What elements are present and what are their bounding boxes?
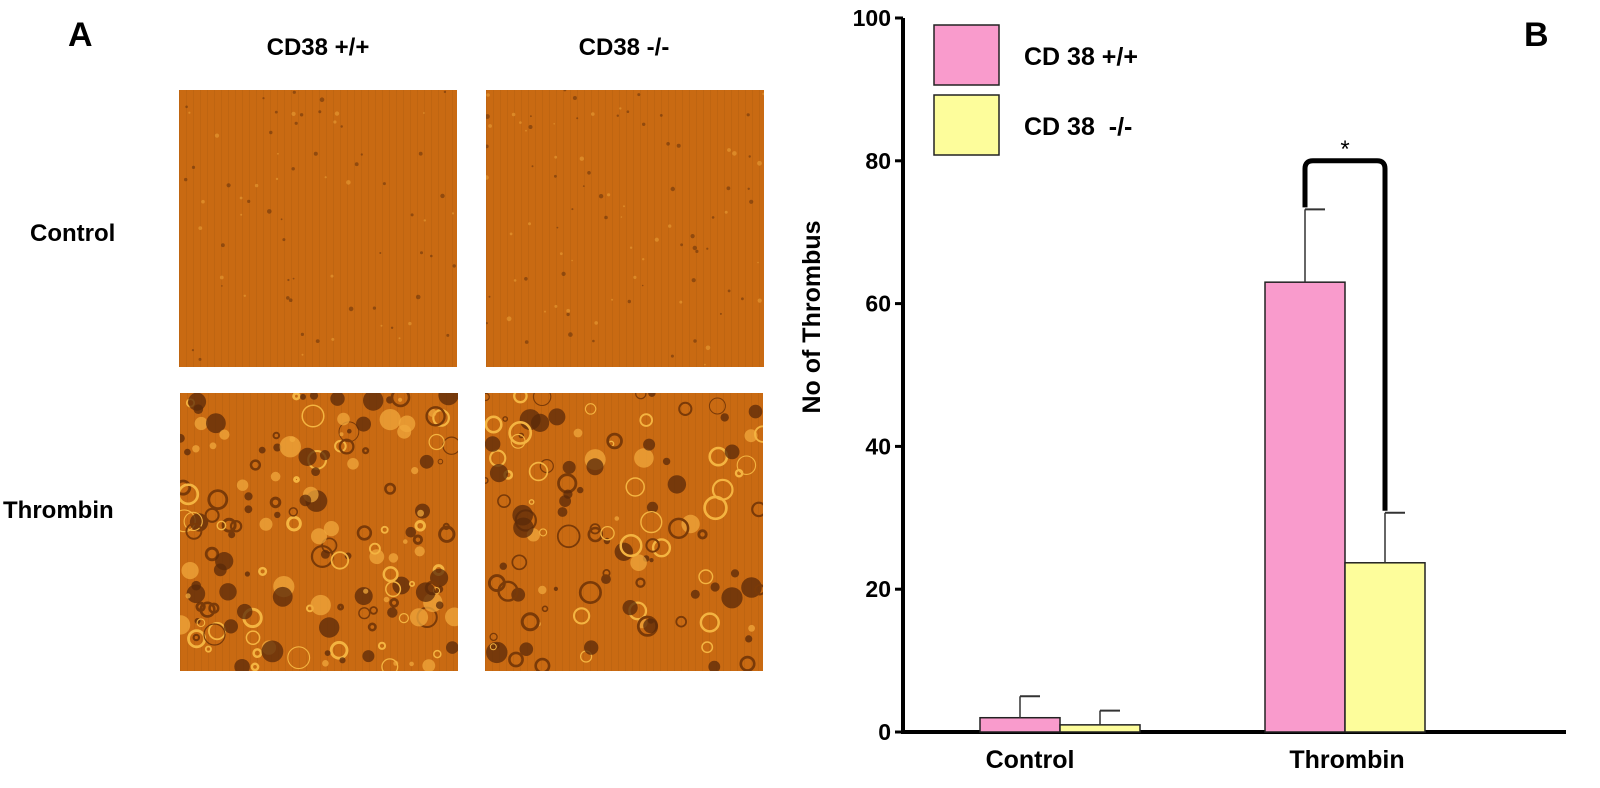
micrograph-texture [180, 393, 458, 671]
micrograph-thrombin-cd38-neg [485, 393, 763, 671]
micrograph-control-cd38-pos [179, 90, 457, 367]
y-tick-label: 20 [865, 576, 891, 602]
y-tick-label: 0 [878, 719, 891, 745]
micrograph-texture [184, 90, 456, 361]
bar-thrombin-series-1 [1344, 562, 1426, 733]
x-tick-label-control: Control [986, 746, 1075, 774]
legend-label-1: CD 38 -/- [1024, 113, 1132, 141]
micrograph-texture [486, 90, 764, 366]
significance-bracket [1302, 158, 1388, 511]
y-tick-label: 40 [865, 433, 891, 459]
column-header-cd38-neg: CD38 -/- [578, 34, 670, 61]
x-tick-label-thrombin: Thrombin [1289, 746, 1404, 774]
significance-label: * [1340, 136, 1349, 163]
bar-control-series-0 [979, 716, 1061, 733]
micrograph-thrombin-cd38-pos [180, 393, 458, 671]
y-axis-title: No of Thrombus [798, 220, 826, 413]
panel-b-letter: B [1524, 16, 1549, 54]
legend-label-0: CD 38 +/+ [1024, 43, 1138, 71]
legend-swatch-0 [933, 24, 1000, 86]
bar-control-series-1 [1059, 724, 1141, 733]
column-header-cd38-pos: CD38 +/+ [266, 34, 370, 61]
row-header-control: Control [30, 220, 116, 247]
legend-swatch-1 [933, 94, 1000, 156]
y-tick-label: 80 [865, 148, 891, 174]
bar-thrombin-series-0 [1264, 281, 1346, 733]
y-tick-label: 60 [865, 291, 891, 317]
micrograph-texture [485, 393, 763, 671]
y-tick-label: 100 [853, 5, 891, 31]
panel-a-letter: A [68, 16, 93, 54]
micrograph-control-cd38-neg [486, 90, 764, 367]
row-header-thrombin: Thrombin [3, 497, 114, 524]
